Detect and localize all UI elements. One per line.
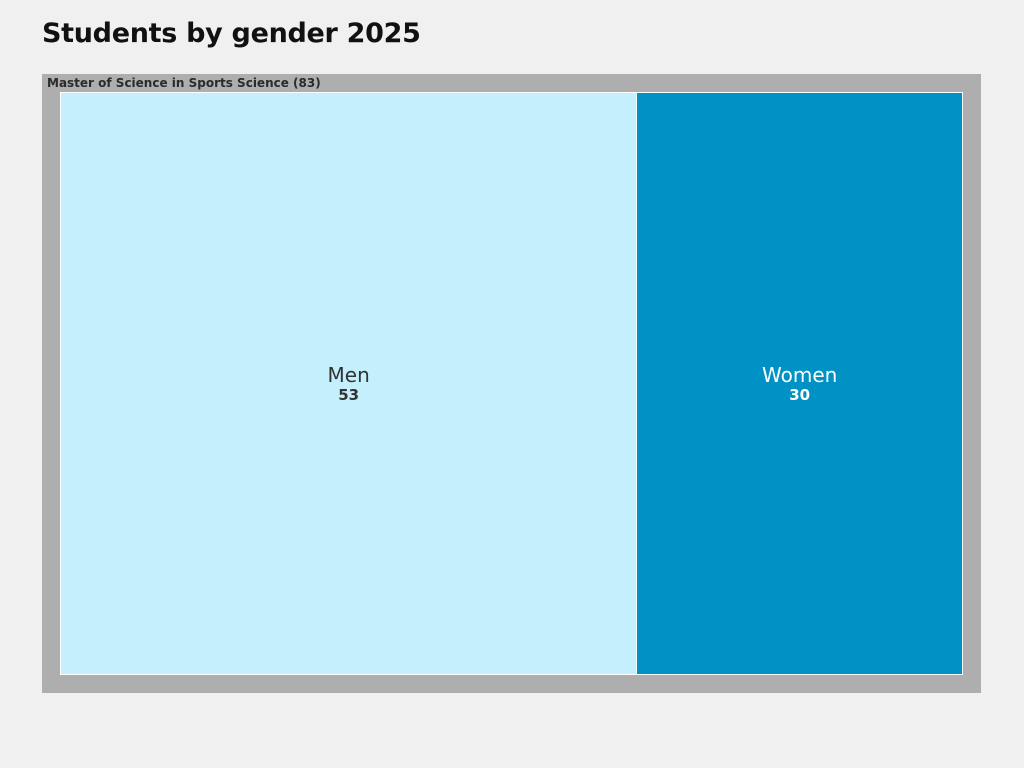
group-label: Master of Science in Sports Science83 xyxy=(47,76,321,90)
tile-men[interactable]: Men 53 xyxy=(61,93,637,674)
group-total: 83 xyxy=(289,76,321,90)
tile-value: 53 xyxy=(338,385,360,404)
treemap-tiles: Men 53 Women 30 xyxy=(60,92,963,675)
tile-value: 30 xyxy=(789,385,811,404)
chart-title: Students by gender 2025 xyxy=(42,18,421,49)
tile-women[interactable]: Women 30 xyxy=(636,93,962,674)
tile-label: Men xyxy=(327,362,370,387)
tile-label: Women xyxy=(762,362,838,387)
treemap-group-frame: Master of Science in Sports Science83 Me… xyxy=(42,74,981,693)
group-name: Master of Science in Sports Science xyxy=(47,76,289,90)
